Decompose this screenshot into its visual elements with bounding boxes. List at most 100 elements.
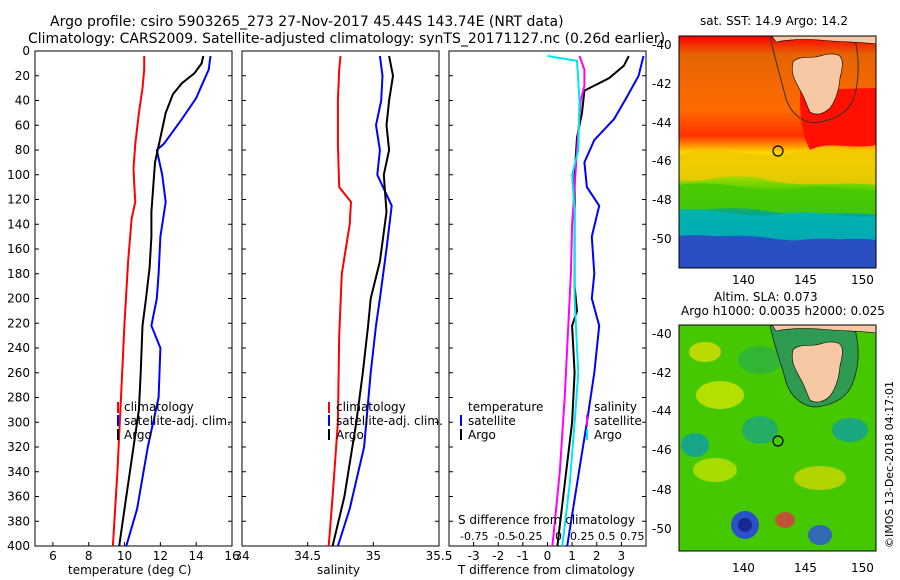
depth-tick-label: 40: [15, 94, 30, 108]
x-tick-label: 34: [234, 549, 249, 563]
mainland-landmass: [771, 36, 876, 45]
salinity-climatology-line: [327, 55, 353, 547]
sst-ytick: -42: [652, 77, 672, 91]
sst-xtick: 140: [732, 273, 755, 287]
legend-swatch-climatology: [328, 402, 330, 413]
legend-label-climatology: climatology: [336, 400, 406, 414]
x-tick-label: 2: [593, 549, 601, 563]
sst-ytick: -50: [652, 232, 672, 246]
sla-low-patch: [742, 416, 778, 444]
sst-ytick: -46: [652, 154, 672, 168]
legend-label-satellite: satellite-adj. clim.: [336, 414, 443, 428]
depth-tick-label: 80: [15, 143, 30, 157]
legend-label-s-satellite: satellite: [594, 414, 642, 428]
profile-series: [111, 55, 645, 547]
sla-map-frame: [678, 324, 877, 552]
s-tick: -0.25: [514, 530, 542, 543]
depth-tick-label: 240: [7, 341, 30, 355]
depth-tick-label: 300: [7, 415, 30, 429]
depth-tick-label: 0: [22, 44, 30, 58]
sla-xtick: 140: [732, 561, 755, 575]
s-difference-xlabel: S difference from climatology: [458, 513, 635, 527]
sla-core: [738, 518, 752, 532]
tasmania-landmass: [791, 341, 843, 403]
x-tick-label: -2: [492, 549, 504, 563]
s-tick: -0.5: [494, 530, 515, 543]
x-tick-label: 10: [117, 549, 132, 563]
sla-ytick: -40: [652, 327, 672, 341]
difference-panel: [448, 50, 647, 547]
sla-very-high-patch: [775, 512, 795, 528]
legend-header-temperature: temperature: [468, 400, 543, 414]
salinity-satellite-adj-clim--line: [336, 55, 393, 547]
argo-position-marker: [772, 435, 784, 447]
depth-tick-label: 140: [7, 217, 30, 231]
s-tick: 0.5: [598, 530, 616, 543]
sla-map-title-2: Argo h1000: 0.0035 h2000: 0.025: [681, 304, 885, 318]
title-line-1: Argo profile: csiro 5903265_273 27-Nov-2…: [50, 14, 564, 30]
legend-label-climatology: climatology: [124, 400, 194, 414]
sla-ytick: -46: [652, 443, 672, 457]
sla-very-low-patch: [808, 525, 832, 545]
sla-low-patch: [681, 433, 709, 457]
legend-label-s-argo: Argo: [594, 428, 622, 442]
x-tick-label: 3: [618, 549, 626, 563]
depth-tick-label: 100: [7, 168, 30, 182]
sla-map-axes: -40 -42 -44 -46 -48 -50 140 145 150: [652, 327, 874, 575]
legend-label-t-satellite: satellite: [468, 414, 516, 428]
temperature-satellite-adj-clim--line: [125, 55, 212, 547]
x-tick-label: 35: [366, 549, 381, 563]
sst-xtick: 150: [851, 273, 874, 287]
sst-warm-band: [679, 146, 876, 185]
legend-label-argo: Argo: [124, 428, 152, 442]
temperature-argo-line: [118, 55, 205, 547]
sla-ytick: -42: [652, 366, 672, 380]
depth-tick-label: 120: [7, 193, 30, 207]
legend-swatch-climatology: [117, 402, 119, 413]
differences-s-argo-line: [547, 55, 581, 547]
title-line-2: Climatology: CARS2009. Satellite-adjuste…: [28, 31, 665, 47]
x-tick-label: 8: [85, 549, 93, 563]
difference-legend: temperature satellite Argo salinity sate…: [460, 400, 642, 442]
sla-ytick: -48: [652, 483, 672, 497]
argo-position-marker: [772, 145, 784, 157]
sst-map-frame: [678, 35, 877, 269]
sst-cyan-band: [679, 209, 876, 241]
sla-high-patch: [794, 466, 846, 490]
legend-swatch-argo: [117, 429, 119, 440]
sst-map: [678, 35, 877, 269]
sla-xtick: 150: [851, 561, 874, 575]
legend-label-argo: Argo: [336, 428, 364, 442]
temperature-climatology-line: [111, 56, 146, 547]
sst-ytick: -48: [652, 193, 672, 207]
legend-label-satellite: satellite-adj. clim.: [124, 414, 231, 428]
sla-high-patch: [696, 381, 744, 409]
legend-header-salinity: salinity: [594, 400, 637, 414]
imos-credit: ©IMOS 13-Dec-2018 04:17:01: [883, 381, 896, 548]
sst-green-band: [679, 183, 876, 215]
depth-tick-label: 280: [7, 391, 30, 405]
legend-swatch-satellite: [117, 415, 119, 426]
sst-map-axes: -40 -42 -44 -46 -48 -50 140 145 150: [652, 38, 874, 287]
sla-xtick: 145: [794, 561, 817, 575]
mainland-landmass: [771, 325, 876, 334]
depth-tick-label: 380: [7, 514, 30, 528]
s-tick: -0.75: [460, 530, 488, 543]
depth-tick-label: 260: [7, 366, 30, 380]
x-tick-label: -3: [468, 549, 480, 563]
sla-ytick: -50: [652, 522, 672, 536]
depth-tick-label: 340: [7, 465, 30, 479]
sla-map-title-1: Altim. SLA: 0.073: [714, 290, 818, 304]
salinity-xlabel: salinity: [317, 563, 360, 577]
x-tick-label: 1: [568, 549, 576, 563]
x-tick-label: 14: [189, 549, 204, 563]
bathymetry-contour: [769, 36, 859, 124]
tasmania-landmass: [791, 53, 843, 115]
legend-swatch-s-satellite: [586, 415, 588, 426]
t-difference-xlabel: T difference from climatology: [457, 563, 635, 577]
x-tick-label: 6: [49, 549, 57, 563]
depth-tick-label: 320: [7, 440, 30, 454]
sla-low-patch: [832, 418, 868, 442]
s-tick: 0: [555, 530, 562, 543]
